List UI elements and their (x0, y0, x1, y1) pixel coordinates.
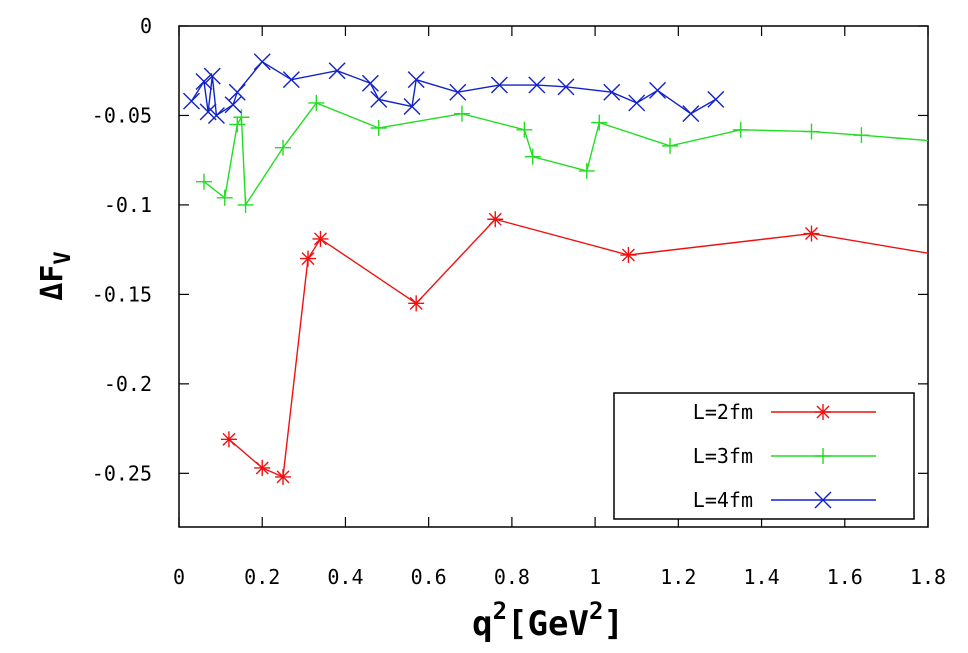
data-point-l-4fm (603, 83, 621, 101)
x-tick-label: 0.6 (411, 565, 447, 589)
data-point-l-4fm (707, 90, 725, 108)
data-point-l-3fm (662, 137, 679, 154)
data-point-l-2fm (299, 250, 316, 267)
y-axis-title-sub: V (51, 251, 76, 264)
data-point-l-3fm (195, 173, 212, 190)
data-point-l-4fm (403, 98, 421, 116)
data-point-l-4fm (528, 76, 546, 94)
data-point-l-4fm (557, 78, 575, 96)
plot-frame (178, 25, 929, 528)
data-point-l-2fm (487, 211, 504, 228)
x-tick-label: 1.6 (827, 565, 863, 589)
data-point-l-4fm (207, 106, 225, 124)
legend-marker-l-4fm (814, 491, 832, 509)
x-tick-label: 1.8 (910, 565, 946, 589)
data-point-l-3fm (524, 148, 541, 165)
legend-marker-l-2fm (815, 404, 831, 420)
axis-tick-labels: 0 0.2 0.4 0.6 0.8 1 1.2 1.4 1.6 1.8 0 -0.05 -0.1 -0.1… (92, 14, 946, 589)
data-point-l-3fm (591, 114, 608, 131)
legend-label-l-4fm: L=4fm (693, 488, 753, 512)
data-point-l-4fm (649, 81, 667, 99)
x-tick-label: 1.2 (660, 565, 696, 589)
data-point-l-3fm (233, 109, 250, 126)
data-point-l-4fm (407, 71, 425, 89)
series-line-l-3fm (203, 102, 929, 208)
data-point-l-2fm (408, 295, 425, 312)
data-point-l-4fm (449, 83, 467, 101)
data-point-l-4fm (228, 83, 246, 101)
legend-marker-l-3fm (815, 448, 831, 464)
data-point-l-4fm (328, 62, 346, 80)
x-axis-title-unit: [GeV (507, 604, 589, 644)
x-tick-label: 0 (173, 565, 185, 589)
data-point-l-3fm (370, 119, 387, 136)
data-point-l-2fm (275, 468, 292, 485)
x-tick-label: 0.4 (327, 565, 363, 589)
x-axis-title: q2[GeV2] (472, 597, 624, 644)
data-point-l-3fm (578, 162, 595, 179)
data-point-l-3fm (237, 196, 254, 213)
data-point-l-4fm (182, 92, 200, 110)
data-point-l-3fm (853, 127, 870, 144)
series-l-3fm (195, 94, 929, 213)
series-l-2fm (220, 211, 929, 485)
data-point-l-4fm (361, 74, 379, 92)
series-l-4fm (182, 53, 725, 124)
x-tick-label: 0.8 (494, 565, 530, 589)
data-point-l-4fm (370, 90, 388, 108)
x-axis-title-sup: 2 (493, 597, 507, 625)
data-point-l-4fm (282, 71, 300, 89)
data-point-l-3fm (453, 105, 470, 122)
legend: L=2fm L=3fm L=4fm (613, 392, 915, 520)
y-tick-label: -0.1 (104, 193, 152, 217)
legend-label-l-3fm: L=3fm (693, 444, 753, 468)
x-tick-label: 1.4 (743, 565, 779, 589)
y-tick-label: -0.15 (92, 282, 152, 306)
data-point-l-2fm (220, 431, 237, 448)
data-point-l-2fm (620, 247, 637, 264)
y-tick-label: -0.2 (104, 372, 152, 396)
data-point-l-3fm (803, 123, 820, 140)
data-point-l-2fm (312, 230, 329, 247)
y-axis-title-main: ΔF (35, 265, 70, 301)
data-point-l-3fm (216, 189, 233, 206)
data-point-l-4fm (682, 105, 700, 123)
y-tick-label: -0.25 (92, 461, 152, 485)
x-axis-title-unit-close: ] (603, 604, 623, 644)
legend-label-l-2fm: L=2fm (693, 400, 753, 424)
y-tick-label: -0.05 (92, 103, 152, 127)
data-point-l-2fm (254, 459, 271, 476)
legend-items: L=2fm L=3fm L=4fm (693, 400, 876, 512)
data-point-l-2fm (803, 225, 820, 242)
x-axis-title-base: q (472, 604, 492, 644)
data-point-l-4fm (224, 96, 242, 114)
axis-ticks (178, 25, 929, 527)
x-tick-label: 1 (589, 565, 601, 589)
data-point-l-3fm (229, 116, 246, 133)
data-point-l-3fm (732, 121, 749, 138)
data-point-l-4fm (203, 67, 221, 85)
data-point-l-3fm (308, 94, 325, 111)
data-point-l-3fm (275, 139, 292, 156)
y-tick-label: 0 (140, 14, 152, 38)
data-point-l-4fm (199, 103, 217, 121)
data-point-l-4fm (490, 76, 508, 94)
data-point-l-4fm (195, 72, 213, 90)
data-point-l-4fm (628, 94, 646, 112)
series-layer (182, 53, 929, 485)
data-point-l-3fm (516, 121, 533, 138)
series-line-l-2fm (228, 218, 929, 478)
x-axis-title-unit-sup: 2 (589, 597, 603, 625)
x-tick-label: 0.2 (244, 565, 280, 589)
y-axis-title: ΔFV (35, 251, 76, 300)
data-point-l-4fm (253, 53, 271, 71)
